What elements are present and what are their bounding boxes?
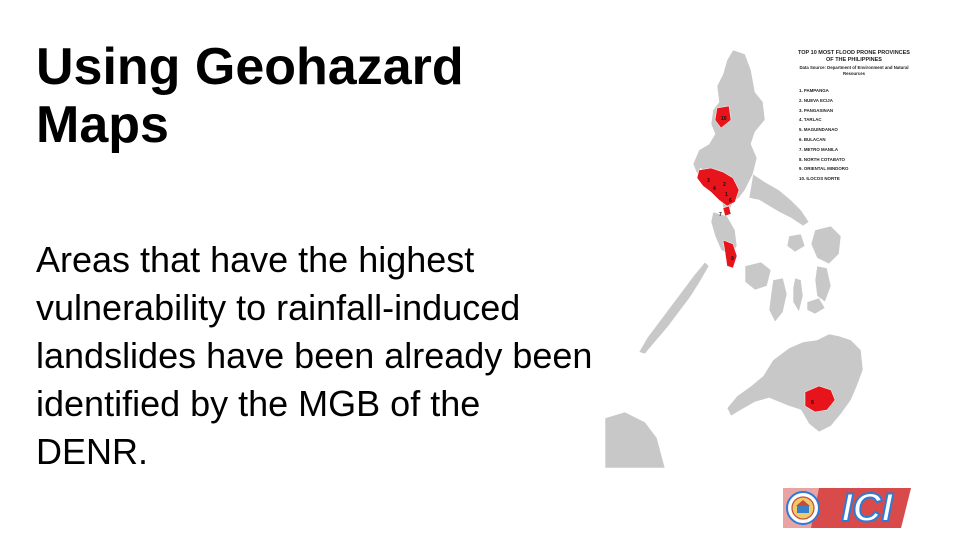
cebu-island: [792, 277, 804, 313]
province-number: 9: [731, 256, 734, 262]
province-number: 8: [811, 400, 814, 406]
province-number: 6: [729, 198, 732, 204]
list-item: 1. PAMPANGA: [799, 88, 829, 93]
province-central-luzon: [696, 167, 740, 207]
province-number: 4: [713, 186, 716, 192]
panay-island: [744, 261, 772, 291]
list-item: 8. NORTH COTABATO: [799, 156, 845, 162]
flood-map-panel: 10 3 4 2 1 6 7 9 8 TOP 10 MOST FLOOD PRO…: [605, 40, 920, 468]
province-maguindanao-cotabato: [804, 385, 836, 413]
legend-data-source: Data Source: Department of Environment a…: [799, 65, 909, 76]
province-number: 7: [719, 212, 722, 218]
bohol-island: [806, 297, 826, 315]
mindanao-island: [726, 333, 864, 433]
list-item: 4. TARLAC: [799, 117, 822, 123]
slide-title: Using Geohazard Maps: [36, 38, 464, 154]
ici-logo: ICI: [783, 485, 911, 531]
bicol-region: [748, 173, 810, 227]
leyte-island: [814, 265, 832, 303]
philippines-map: 10 3 4 2 1 6 7 9 8: [605, 49, 864, 468]
list-item: 3. PANGASINAN: [799, 107, 834, 113]
map-legend: TOP 10 MOST FLOOD PRONE PROVINCES OF THE…: [795, 50, 913, 186]
palawan-island: [638, 261, 710, 355]
province-oriental-mindoro: [722, 239, 738, 269]
province-number: 3: [707, 178, 710, 184]
list-item: 6. BULACAN: [799, 136, 826, 142]
sabah-landmass: [605, 411, 666, 468]
list-item: 9. ORIENTAL MINDORO: [799, 166, 849, 172]
list-item: 10. ILOCOS NORTE: [799, 176, 840, 182]
negros-island: [768, 277, 788, 323]
list-item: 5. MAGUINDANAO: [799, 127, 838, 133]
province-number: 2: [723, 182, 726, 188]
legend-title: TOP 10 MOST FLOOD PRONE PROVINCES OF THE…: [798, 50, 910, 63]
slide-body-text: Areas that have the highest vulnerabilit…: [36, 239, 593, 472]
province-metro-manila: [722, 205, 732, 217]
ici-logo-text: ICI: [840, 485, 893, 531]
province-number: 10: [721, 116, 727, 122]
samar-island: [810, 225, 842, 265]
province-ilocos-norte: [714, 105, 732, 129]
list-item: 7. METRO MANILA: [799, 146, 839, 152]
province-number: 1: [725, 192, 728, 198]
province-list: 1. PAMPANGA 2. NUEVA ECIJA 3. PANGASINAN…: [799, 88, 913, 186]
masbate-island: [786, 233, 806, 253]
list-item: 2. NUEVA ECIJA: [799, 97, 833, 103]
